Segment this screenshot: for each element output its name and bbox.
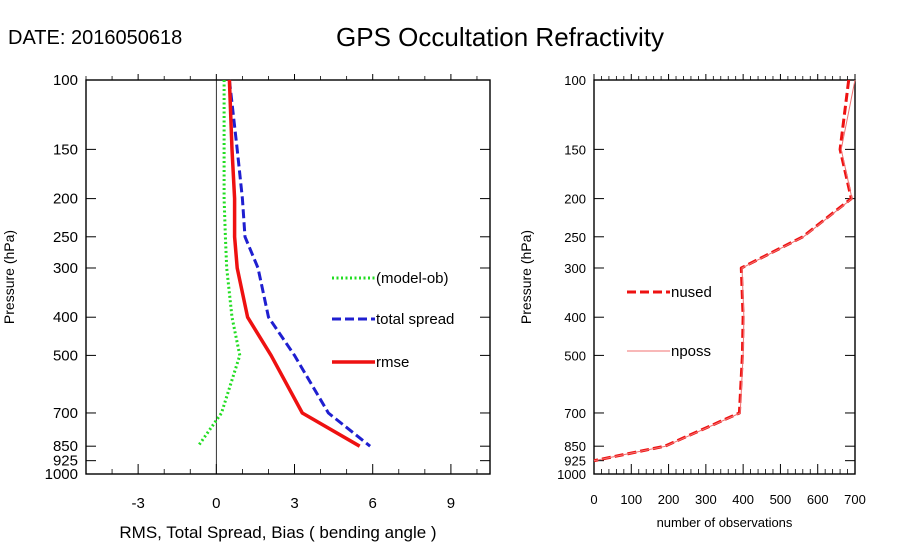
panel1-plot-frame xyxy=(85,79,491,475)
panel2-x-tick-label-0: 0 xyxy=(590,492,597,507)
panel2-x-tick-label-200: 200 xyxy=(658,492,680,507)
panel2-x-tick-label-500: 500 xyxy=(770,492,792,507)
panel1-series-line-model-ob xyxy=(196,80,242,448)
panel2-y-tick-label-925: 925 xyxy=(564,454,586,469)
panel1-y-tick-label-925: 925 xyxy=(53,453,78,470)
panel2-y-tick-label-850: 850 xyxy=(564,439,586,454)
panel2-y-tick-label-150: 150 xyxy=(564,142,586,157)
panel2-series-line-nused xyxy=(593,79,853,463)
panel2-plot-frame xyxy=(593,79,856,475)
panel2-y-tick-label-500: 500 xyxy=(564,348,586,363)
panel2-y-tick-label-1000: 1000 xyxy=(557,467,586,482)
panel2-y-tick-label-400: 400 xyxy=(564,310,586,325)
panel2-x-tick-label-700: 700 xyxy=(844,492,866,507)
panel1-y-tick-label-700: 700 xyxy=(53,405,78,422)
panel2-y-axis-label: Pressure (hPa) xyxy=(518,230,534,324)
panel1-y-tick-label-150: 150 xyxy=(53,141,78,158)
panel1-y-tick-label-300: 300 xyxy=(53,260,78,277)
date-label: DATE: 2016050618 xyxy=(8,27,182,49)
panel1-y-axis-label: Pressure (hPa) xyxy=(1,230,17,324)
panel1-x-axis-label: RMS, Total Spread, Bias ( bending angle … xyxy=(119,523,436,542)
panel1-series-line-total-spread xyxy=(227,79,372,448)
panel2-x-tick-label-400: 400 xyxy=(732,492,754,507)
panel2-legend-label-nused: nused xyxy=(671,284,712,301)
panel2-series-line-npossible xyxy=(593,79,856,462)
panel1-y-tick-label-1000: 1000 xyxy=(45,466,78,483)
panel1-y-tick-label-100: 100 xyxy=(53,72,78,89)
panel2-x-tick-label-300: 300 xyxy=(695,492,717,507)
panel1-legend-label-rmse: rmse xyxy=(376,354,409,371)
panel1-x-tick-label-6: 6 xyxy=(369,495,377,512)
panel1-x-tick-label-9: 9 xyxy=(447,495,455,512)
panel2-y-tick-label-300: 300 xyxy=(564,261,586,276)
panel1-y-tick-label-400: 400 xyxy=(53,309,78,326)
panel1-x-tick-label-0: 0 xyxy=(212,495,220,512)
panel2-y-tick-label-200: 200 xyxy=(564,192,586,207)
panel2-x-tick-label-100: 100 xyxy=(620,492,642,507)
panel2-y-tick-label-700: 700 xyxy=(564,406,586,421)
panel1-y-tick-label-200: 200 xyxy=(53,191,78,208)
panel2-y-tick-label-250: 250 xyxy=(564,230,586,245)
panel1-y-tick-label-850: 850 xyxy=(53,438,78,455)
panel1-series-line-rmse xyxy=(227,79,361,448)
panel1-x-tick-label-3: 3 xyxy=(290,495,298,512)
panel2-x-axis-label: number of observations xyxy=(657,515,793,530)
panel1-legend-label-total-spread: total spread xyxy=(376,311,454,328)
panel1-y-tick-label-250: 250 xyxy=(53,229,78,246)
panel2-y-tick-label-100: 100 xyxy=(564,73,586,88)
panel1-y-tick-label-500: 500 xyxy=(53,347,78,364)
panel2-legend-label-npossible: nposs xyxy=(671,343,711,360)
chart-title: GPS Occultation Refractivity xyxy=(336,22,664,52)
panel2-x-tick-label-600: 600 xyxy=(807,492,829,507)
panel1-x-tick-label--3: -3 xyxy=(131,495,144,512)
panel1-legend-label-model-ob: (model-ob) xyxy=(376,270,449,287)
